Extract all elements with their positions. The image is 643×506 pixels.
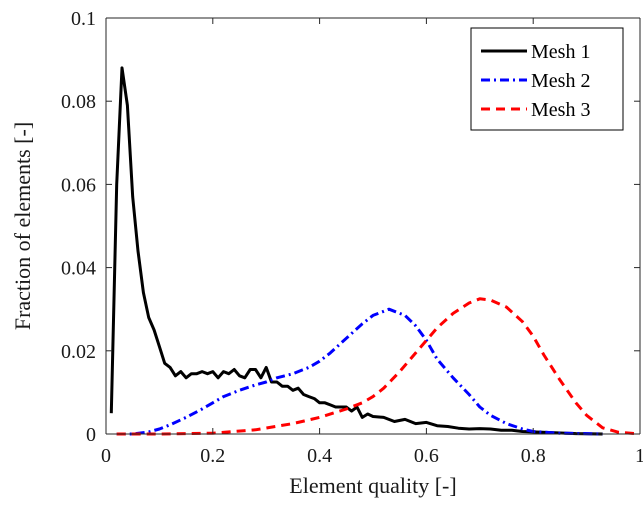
series-line-mesh-1 <box>109 66 603 436</box>
y-tick-label: 0.08 <box>61 91 96 113</box>
legend-label-mesh-2: Mesh 2 <box>531 70 590 92</box>
y-tick-label: 0 <box>86 424 96 446</box>
legend-box <box>470 27 624 131</box>
ticks-layer: 0 0.2 0.4 0.6 0.8 1 0 0.02 0.04 0.06 0.08 0.1 <box>61 8 643 467</box>
y-axis-label: Fraction of elements [-] <box>10 122 35 330</box>
x-axis-label: Element quality [-] <box>289 473 456 498</box>
x-tick-label: 1 <box>635 445 643 467</box>
y-tick-label: 0.04 <box>61 258 96 280</box>
legend: Mesh 1 Mesh 2 Mesh 3 <box>470 27 624 131</box>
series-line-mesh-3 <box>116 297 641 436</box>
legend-label-mesh-3: Mesh 3 <box>531 99 590 121</box>
y-tick-label: 0.02 <box>61 341 96 363</box>
series-layer <box>109 66 641 436</box>
y-tick-label: 0.06 <box>61 174 96 196</box>
x-tick-label: 0.8 <box>521 445 546 467</box>
x-tick-label: 0.6 <box>414 445 439 467</box>
x-tick-label: 0 <box>101 445 111 467</box>
y-tick-label: 0.1 <box>71 8 96 30</box>
x-tick-label: 0.2 <box>200 445 225 467</box>
legend-label-mesh-1: Mesh 1 <box>531 41 590 63</box>
axes-layer <box>105 17 641 435</box>
x-tick-label: 0.4 <box>307 445 332 467</box>
series-line-mesh-2 <box>116 307 603 436</box>
